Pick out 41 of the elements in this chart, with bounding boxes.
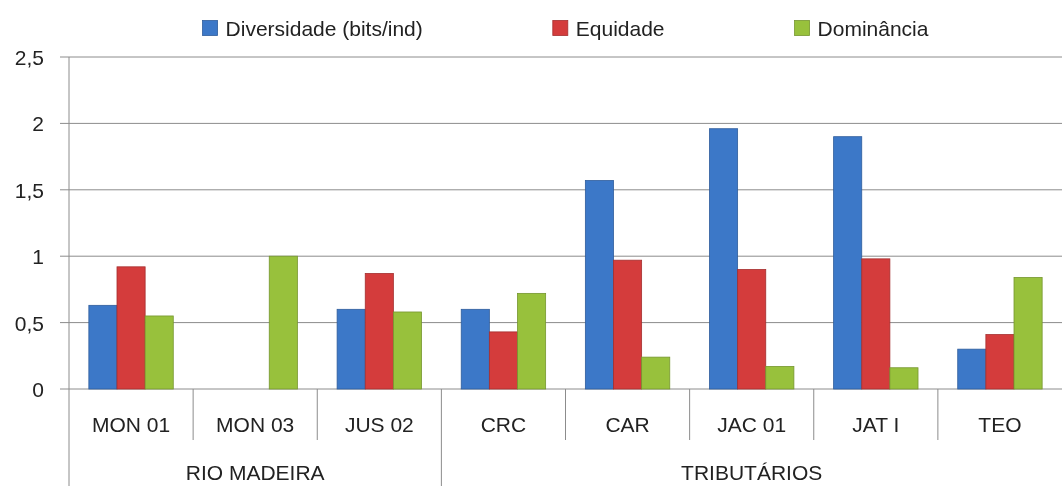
- bar: [613, 259, 643, 390]
- bar: [765, 366, 795, 390]
- bar: [641, 356, 671, 390]
- bar: [488, 331, 518, 390]
- y-tick-label: 1,5: [14, 178, 44, 202]
- bar: [584, 180, 614, 390]
- bar: [517, 292, 547, 390]
- bar: [957, 348, 987, 390]
- bar: [833, 136, 863, 390]
- bar: [336, 308, 366, 390]
- x-tick-label: CRC: [480, 412, 527, 436]
- bar: [889, 367, 919, 390]
- legend-label: Diversidade (bits/ind): [225, 16, 423, 40]
- x-tick-label: JAC 01: [717, 412, 787, 436]
- legend-label: Equidade: [575, 16, 665, 40]
- y-tick-label: 2,5: [14, 45, 44, 69]
- x-tick-label: MON 03: [216, 412, 295, 436]
- x-tick-label: TEO: [978, 412, 1022, 436]
- bar: [737, 269, 767, 390]
- text: RIO MADEIRA: [185, 460, 325, 484]
- bar: [268, 255, 298, 390]
- x-tick-label: CAR: [605, 412, 650, 436]
- x-tick-label: JAT I: [852, 412, 900, 436]
- y-tick-label: 2: [32, 111, 44, 135]
- y-tick-label: 0: [32, 377, 44, 401]
- bar: [144, 315, 174, 390]
- x-tick-label: JUS 02: [344, 412, 414, 436]
- x-tick-label: MON 01: [91, 412, 171, 436]
- bar: [861, 258, 891, 390]
- text: TRIBUTÁRIOS: [681, 460, 823, 484]
- bar: [985, 334, 1015, 390]
- bar: [392, 311, 422, 390]
- bar: [460, 308, 490, 390]
- bar: [709, 128, 739, 390]
- y-tick-label: 0,5: [14, 311, 44, 335]
- legend-label: Dominância: [817, 16, 929, 40]
- bar: [1013, 277, 1043, 390]
- bar: [88, 304, 118, 390]
- bar: [116, 266, 146, 390]
- y-tick-label: 1: [32, 244, 44, 268]
- bar: [364, 273, 394, 390]
